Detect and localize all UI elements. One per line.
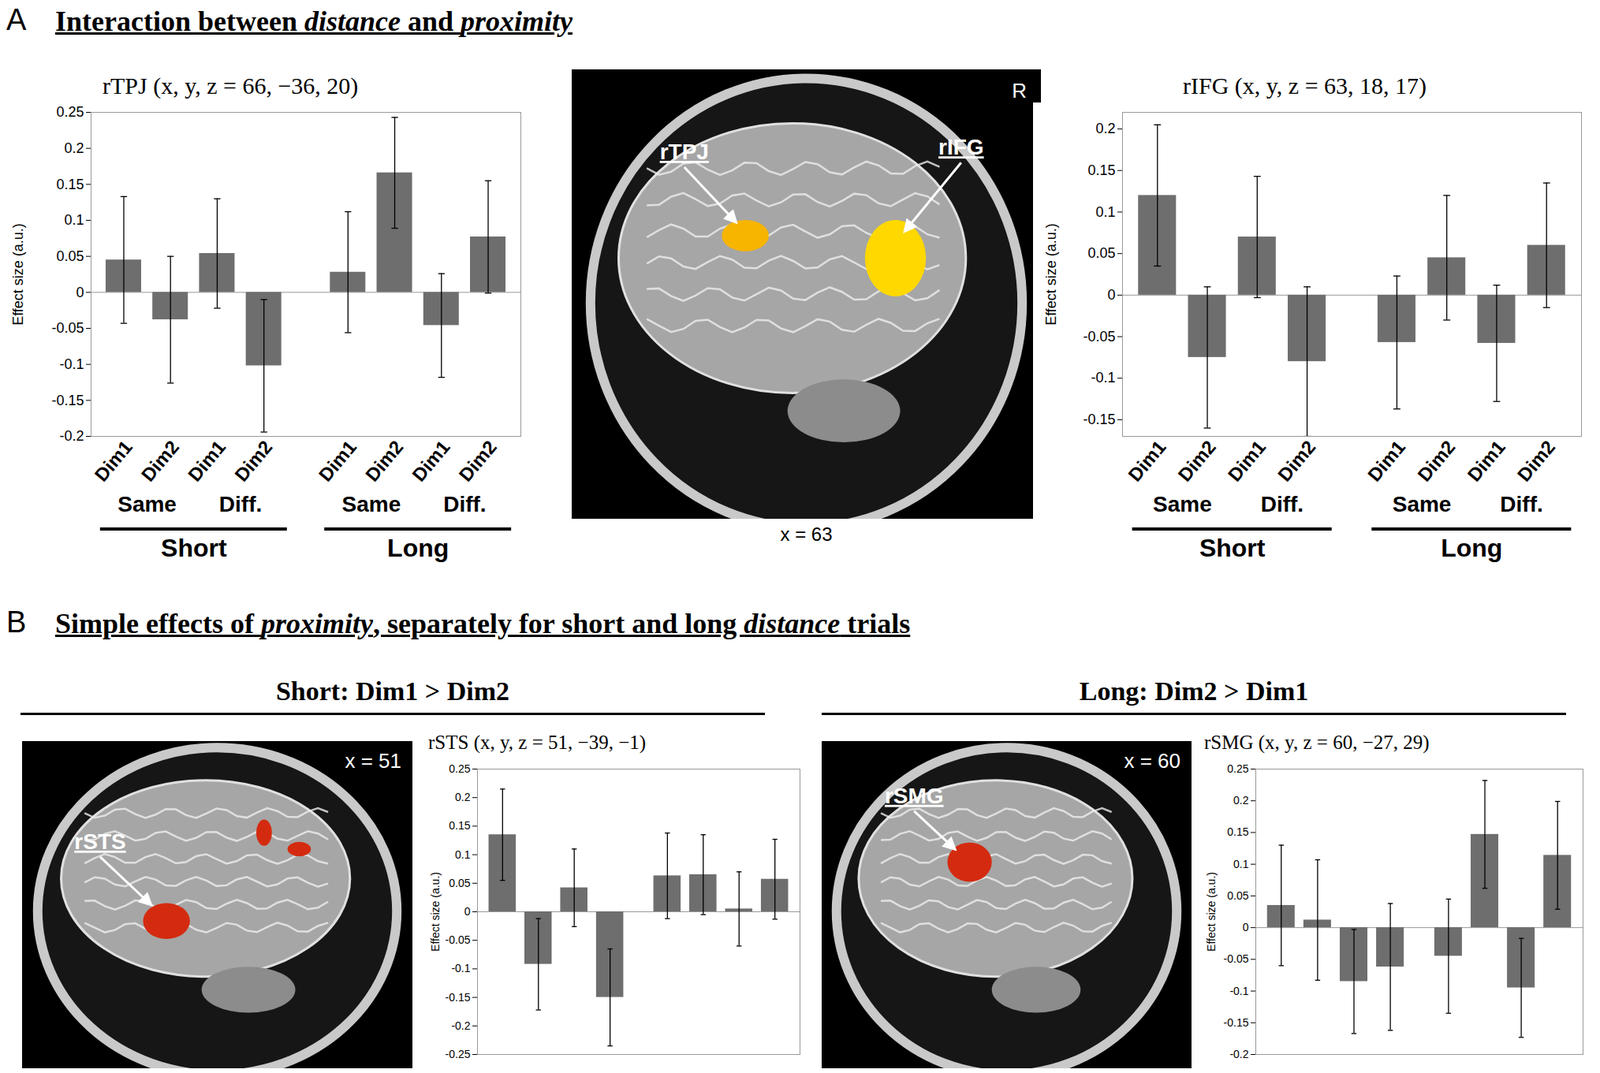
svg-text:0.2: 0.2 — [1095, 120, 1116, 137]
svg-text:0.15: 0.15 — [1227, 825, 1249, 839]
svg-text:0: 0 — [464, 905, 471, 918]
svg-text:0: 0 — [1107, 287, 1116, 303]
svg-text:0.15: 0.15 — [1087, 162, 1116, 179]
svg-text:Dim2: Dim2 — [137, 436, 183, 485]
svg-text:Effect size (a.u.): Effect size (a.u.) — [1204, 872, 1218, 952]
svg-text:0.05: 0.05 — [1227, 889, 1249, 903]
svg-text:0.05: 0.05 — [1087, 245, 1116, 262]
svg-text:Diff.: Diff. — [219, 492, 262, 517]
svg-text:-0.05: -0.05 — [1082, 328, 1116, 345]
html-text:rIFG (x, y, z = 63, 18, 17): rIFG (x, y, z = 63, 18, 17) — [1182, 72, 1427, 99]
svg-text:Dim2: Dim2 — [230, 436, 276, 485]
svg-text:-0.05: -0.05 — [445, 933, 471, 947]
svg-text:Diff.: Diff. — [1260, 492, 1304, 517]
svg-text:x = 60: x = 60 — [1123, 749, 1181, 773]
html-text:Short: Dim1 > Dim2: Short: Dim1 > Dim2 — [275, 676, 510, 706]
svg-text:Long: Long — [387, 533, 449, 563]
svg-text:0.05: 0.05 — [55, 248, 84, 265]
svg-text:Dim1: Dim1 — [1223, 436, 1270, 485]
svg-text:Long: Long — [1440, 533, 1503, 563]
svg-text:0.1: 0.1 — [63, 212, 84, 228]
html-text:Long: Dim2 > Dim1: Long: Dim2 > Dim1 — [1079, 676, 1309, 706]
svg-text:Same: Same — [1152, 492, 1213, 517]
svg-text:0.1: 0.1 — [1095, 204, 1116, 221]
svg-text:-0.2: -0.2 — [1229, 1048, 1249, 1061]
html-text:A: A — [6, 3, 27, 37]
svg-text:0.15: 0.15 — [55, 176, 84, 193]
svg-text:Effect size (a.u.): Effect size (a.u.) — [10, 223, 27, 326]
svg-text:-0.1: -0.1 — [451, 962, 470, 975]
svg-text:Short: Short — [160, 533, 228, 563]
html-text:Interaction between distance a: Interaction between distance and proximi… — [55, 5, 573, 38]
svg-text:Same: Same — [1392, 492, 1452, 517]
svg-text:Dim2: Dim2 — [454, 436, 500, 485]
svg-text:Same: Same — [342, 492, 402, 517]
svg-text:R: R — [1011, 78, 1027, 103]
svg-text:Dim2: Dim2 — [1173, 436, 1220, 485]
html-text:x = 63: x = 63 — [780, 523, 833, 545]
svg-text:-0.05: -0.05 — [51, 320, 84, 336]
svg-text:Dim1: Dim1 — [183, 436, 230, 485]
svg-text:-0.1: -0.1 — [1229, 984, 1249, 998]
svg-text:Dim1: Dim1 — [407, 436, 454, 485]
svg-text:Effect size (a.u.): Effect size (a.u.) — [1043, 223, 1060, 326]
svg-text:x = 51: x = 51 — [344, 749, 402, 773]
svg-text:Dim2: Dim2 — [361, 436, 407, 485]
svg-text:0.1: 0.1 — [455, 848, 471, 862]
svg-text:-0.15: -0.15 — [1223, 1016, 1250, 1030]
svg-text:0.25: 0.25 — [1227, 762, 1249, 776]
svg-text:0.2: 0.2 — [1233, 794, 1250, 807]
svg-text:Effect size (a.u.): Effect size (a.u.) — [428, 872, 442, 952]
svg-text:-0.05: -0.05 — [1223, 952, 1250, 966]
svg-text:0.25: 0.25 — [55, 104, 84, 120]
svg-text:Diff.: Diff. — [1499, 492, 1543, 517]
svg-text:0.2: 0.2 — [63, 140, 84, 157]
svg-text:Dim1: Dim1 — [1363, 436, 1410, 485]
html-text:B: B — [6, 605, 27, 639]
svg-text:0.15: 0.15 — [448, 819, 470, 832]
svg-text:0.2: 0.2 — [455, 790, 471, 804]
svg-text:Dim2: Dim2 — [1513, 436, 1559, 485]
svg-text:Dim1: Dim1 — [89, 436, 136, 485]
svg-text:0.25: 0.25 — [448, 762, 470, 776]
svg-text:-0.15: -0.15 — [51, 392, 84, 409]
html-text:rTPJ (x, y, z = 66, −36, 20): rTPJ (x, y, z = 66, −36, 20) — [102, 72, 359, 99]
svg-text:Dim2: Dim2 — [1413, 436, 1459, 485]
svg-text:-0.1: -0.1 — [59, 356, 84, 373]
svg-text:rTPJ: rTPJ — [660, 139, 709, 165]
svg-text:0.05: 0.05 — [448, 876, 470, 890]
svg-text:-0.2: -0.2 — [451, 1019, 470, 1033]
svg-text:rIFG: rIFG — [938, 134, 985, 160]
svg-text:0: 0 — [1242, 921, 1250, 934]
svg-text:-0.15: -0.15 — [445, 991, 471, 1004]
svg-text:-0.15: -0.15 — [1082, 411, 1116, 428]
svg-text:Dim1: Dim1 — [1462, 436, 1509, 485]
svg-text:Same: Same — [117, 492, 177, 517]
svg-text:0: 0 — [75, 284, 84, 301]
svg-text:0.1: 0.1 — [1233, 857, 1250, 871]
svg-text:-0.1: -0.1 — [1090, 369, 1116, 386]
svg-text:-0.25: -0.25 — [445, 1048, 471, 1061]
html-text:rSMG (x, y, z = 60, −27, 29): rSMG (x, y, z = 60, −27, 29) — [1204, 731, 1430, 754]
svg-text:Dim2: Dim2 — [1273, 436, 1320, 485]
svg-text:Dim1: Dim1 — [1123, 436, 1170, 485]
html-text:rSTS (x, y, z = 51, −39, −1): rSTS (x, y, z = 51, −39, −1) — [428, 731, 646, 754]
svg-text:rSTS: rSTS — [74, 829, 126, 855]
html-text:Simple effects of proximity, s: Simple effects of proximity, separately … — [55, 607, 911, 640]
svg-text:Short: Short — [1199, 533, 1266, 563]
svg-text:Diff.: Diff. — [443, 492, 486, 517]
svg-text:rSMG: rSMG — [884, 783, 944, 809]
svg-text:Dim1: Dim1 — [314, 436, 361, 485]
svg-text:-0.2: -0.2 — [59, 428, 84, 444]
